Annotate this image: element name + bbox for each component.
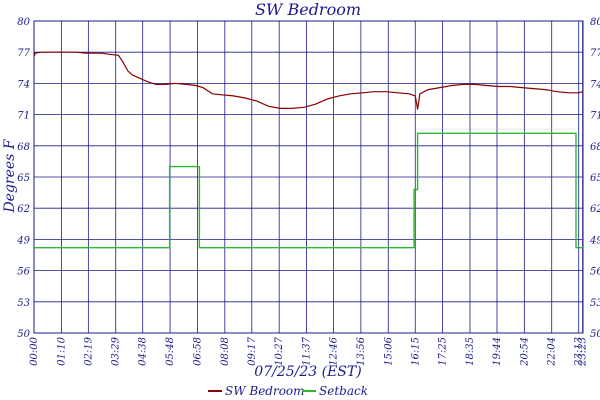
y-tick-label-right: 49 — [589, 235, 600, 246]
legend: SW Bedroom Setback — [208, 384, 368, 398]
x-tick-label: 08:08 — [220, 337, 231, 366]
y-tick-label-left: 80 — [17, 17, 30, 28]
y-tick-label-right: 53 — [590, 298, 600, 309]
y-tick-label-left: 62 — [17, 204, 30, 215]
chart-title: SW Bedroom — [255, 0, 361, 19]
y-tick-label-right: 65 — [590, 173, 600, 184]
x-tick-label: 22:04 — [547, 337, 558, 367]
x-tick-label: 03:29 — [111, 336, 122, 365]
x-tick-label: 06:58 — [192, 337, 203, 366]
y-axis-left: 50 53 56 49 62 65 68 71 74 77 80 — [16, 17, 30, 340]
y-tick-label-left: 53 — [17, 298, 30, 309]
x-tick-label: 12:46 — [329, 336, 340, 365]
legend-entry: Setback — [319, 384, 368, 398]
x-tick-label: 13:56 — [356, 336, 367, 365]
y-tick-label-left: 49 — [16, 235, 30, 246]
x-tick-label: 23:23 — [578, 337, 589, 367]
x-tick-label: 02:19 — [83, 336, 94, 365]
y-tick-label-right: 50 — [590, 329, 600, 340]
y-tick-label-left: 56 — [17, 267, 30, 278]
y-tick-label-left: 74 — [17, 79, 30, 90]
x-tick-label: 17:25 — [438, 337, 449, 366]
y-axis-label: Degrees F — [2, 138, 18, 213]
x-tick-label: 20:54 — [519, 337, 530, 367]
y-tick-label-right: 80 — [590, 17, 600, 28]
series-group — [33, 51, 584, 249]
series-line-sw-bedroom — [33, 51, 584, 110]
y-axis-right: 50 53 56 49 62 65 68 71 74 77 80 — [589, 17, 600, 340]
x-axis-label: 07/25/23 (EST) — [254, 364, 361, 380]
y-tick-label-left: 71 — [17, 111, 30, 122]
y-tick-label-left: 77 — [17, 48, 30, 59]
series-line-setback — [34, 132, 583, 249]
x-tick-label: 09:17 — [247, 336, 258, 365]
x-tick-label: 00:00 — [29, 336, 40, 365]
y-tick-label-left: 65 — [17, 173, 30, 184]
y-tick-label-right: 74 — [590, 79, 600, 90]
x-tick-label: 19:44 — [492, 337, 503, 366]
x-tick-label: 11:37 — [302, 336, 313, 365]
x-tick-label: 15:06 — [383, 336, 394, 365]
y-tick-label-right: 68 — [590, 142, 600, 153]
chart-grid — [33, 20, 584, 334]
legend-entry: SW Bedroom — [225, 384, 305, 398]
y-tick-label-right: 56 — [590, 267, 600, 278]
x-tick-label: 18:35 — [465, 337, 476, 366]
y-tick-label-right: 71 — [590, 111, 600, 122]
x-axis: 00:00 01:10 02:19 03:29 04:38 05:48 06:58 08:08… — [29, 336, 589, 366]
x-tick-label: 16:15 — [410, 337, 421, 366]
x-tick-label: 10:27 — [274, 336, 285, 365]
x-tick-label: 23:13 — [574, 337, 585, 367]
y-tick-label-left: 50 — [17, 329, 30, 340]
x-tick-label: 05:48 — [165, 337, 176, 366]
y-tick-label-right: 77 — [590, 48, 600, 59]
x-tick-label: 01:10 — [56, 336, 67, 365]
y-tick-label-left: 68 — [17, 142, 30, 153]
y-tick-label-right: 62 — [590, 204, 600, 215]
x-tick-label: 04:38 — [138, 337, 149, 366]
